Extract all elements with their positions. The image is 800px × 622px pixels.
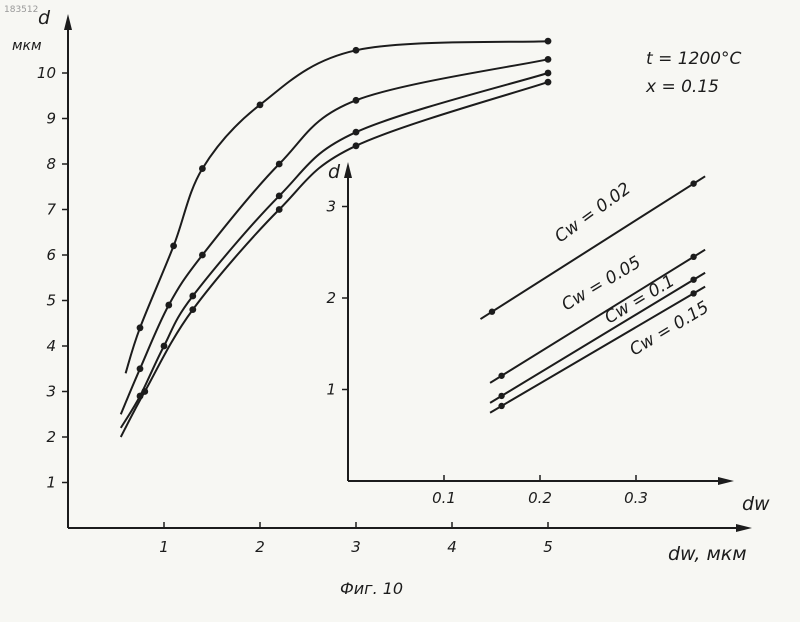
inset-y-label: d xyxy=(328,161,341,183)
main-y-tick-label: 1 xyxy=(46,474,56,492)
main-y-tick-label: 9 xyxy=(46,110,56,128)
main-y-tick-label: 7 xyxy=(46,201,56,219)
main-series-group xyxy=(121,38,552,437)
inset-x-arrow xyxy=(718,477,734,485)
inset-data-point xyxy=(498,403,504,409)
series-label-cw-002: Cw = 0.02 xyxy=(551,179,635,247)
main-y-unit: мкм xyxy=(12,38,42,54)
main-data-point xyxy=(353,129,360,136)
inset-data-point xyxy=(690,290,696,296)
figure-caption: Фиг. 10 xyxy=(340,579,403,598)
inset-y-tick-label: 2 xyxy=(326,289,336,307)
main-x-tick-label: 1 xyxy=(159,538,169,556)
main-data-point xyxy=(257,101,264,108)
inset-y-ticks: 1 2 3 xyxy=(326,198,348,399)
main-y-tick-label: 6 xyxy=(46,246,56,264)
main-data-point xyxy=(353,142,360,149)
main-x-tick-label: 3 xyxy=(351,538,361,556)
main-data-point xyxy=(545,38,552,45)
main-data-point xyxy=(545,70,552,77)
inset-x-tick-label: 0.3 xyxy=(624,489,648,507)
annotation-x: x = 0.15 xyxy=(645,77,719,97)
inset-x-label: dw xyxy=(742,493,770,515)
main-x-tick-label: 2 xyxy=(255,538,265,556)
main-data-point xyxy=(189,306,196,313)
main-data-point xyxy=(353,47,360,54)
main-y-label: d xyxy=(38,7,51,29)
main-data-point xyxy=(199,252,206,259)
main-data-point xyxy=(137,365,144,372)
main-data-point xyxy=(276,206,283,213)
inset-y-tick-label: 3 xyxy=(326,198,336,216)
inset-chart: 123 0.10.20.3 d dw Cw = 0.02 Cw = 0.05 C… xyxy=(326,161,770,515)
main-y-tick-label: 2 xyxy=(46,428,56,446)
inset-data-point xyxy=(690,277,696,283)
main-data-point xyxy=(165,302,172,309)
main-data-point xyxy=(276,192,283,199)
annotation-temperature: t = 1200°C xyxy=(646,49,741,69)
main-y-ticks: 1 2 3 4 5 6 7 8 9 10 xyxy=(37,64,68,492)
inset-series-line-4 xyxy=(490,287,705,413)
inset-y-arrow xyxy=(344,162,352,178)
main-data-point xyxy=(141,388,148,395)
main-y-tick-label: 3 xyxy=(46,383,56,401)
main-x-arrow xyxy=(736,524,752,532)
inset-data-point xyxy=(498,393,504,399)
main-data-point xyxy=(189,293,196,300)
main-y-tick-label: 10 xyxy=(37,64,56,82)
main-y-arrow xyxy=(64,14,72,30)
inset-data-point xyxy=(498,373,504,379)
inset-data-point xyxy=(690,180,696,186)
main-series-line-3 xyxy=(121,73,548,428)
main-data-point xyxy=(545,79,552,86)
main-x-tick-label: 5 xyxy=(543,538,553,556)
main-data-point xyxy=(545,56,552,63)
inset-x-tick-label: 0.2 xyxy=(528,489,552,507)
main-y-tick-label: 4 xyxy=(46,337,56,355)
main-data-point xyxy=(276,161,283,168)
main-data-point xyxy=(353,97,360,104)
main-data-point xyxy=(170,243,177,250)
inset-data-point xyxy=(489,309,495,315)
main-x-tick-label: 4 xyxy=(447,538,457,556)
main-data-point xyxy=(137,324,144,331)
main-data-point xyxy=(161,343,168,350)
main-x-label: dw, мкм xyxy=(668,543,747,565)
inset-x-ticks: 0.1 0.2 0.3 xyxy=(432,475,648,507)
inset-data-point xyxy=(690,254,696,260)
inset-y-tick-label: 1 xyxy=(326,381,336,399)
corner-mark: 183512 xyxy=(4,5,38,15)
main-y-tick-label: 5 xyxy=(46,292,56,310)
inset-x-tick-label: 0.1 xyxy=(432,489,456,507)
main-data-point xyxy=(199,165,206,172)
main-y-tick-label: 8 xyxy=(46,155,56,173)
main-series-line-2 xyxy=(121,59,548,414)
